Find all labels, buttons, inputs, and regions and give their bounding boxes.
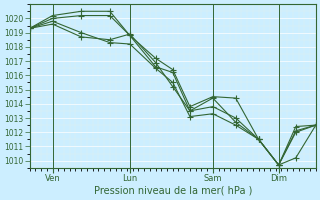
X-axis label: Pression niveau de la mer( hPa ): Pression niveau de la mer( hPa ) <box>93 186 252 196</box>
